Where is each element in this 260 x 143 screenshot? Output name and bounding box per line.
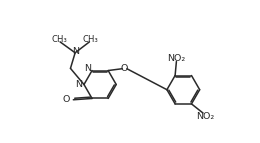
Text: CH₃: CH₃ — [51, 35, 67, 44]
Text: CH₃: CH₃ — [83, 35, 98, 44]
Text: O: O — [63, 95, 70, 104]
Text: NO₂: NO₂ — [167, 54, 186, 63]
Text: NO₂: NO₂ — [196, 112, 215, 121]
Text: O: O — [120, 64, 127, 73]
Text: N: N — [75, 80, 82, 89]
Text: N: N — [84, 64, 91, 74]
Text: N: N — [72, 47, 79, 56]
